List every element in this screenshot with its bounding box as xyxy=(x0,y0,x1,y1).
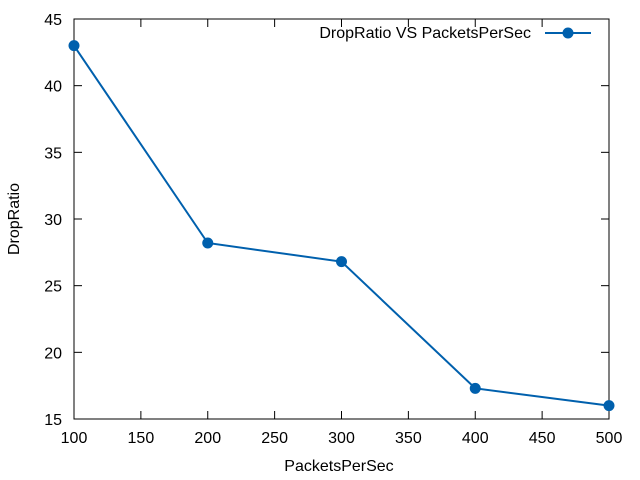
y-tick-label: 35 xyxy=(44,145,62,162)
y-tick-label: 40 xyxy=(44,79,62,96)
x-tick-label: 500 xyxy=(596,430,623,447)
series-line xyxy=(73,45,610,407)
x-axis-label: PacketsPerSec xyxy=(284,458,393,475)
y-tick-label: 25 xyxy=(44,279,62,296)
data-point xyxy=(68,40,80,52)
data-point xyxy=(336,256,347,268)
x-tick-label: 350 xyxy=(395,430,422,447)
legend-label: DropRatio VS PacketsPerSec xyxy=(319,25,531,42)
x-tick-label: 400 xyxy=(462,430,489,447)
x-tick-label: 200 xyxy=(194,430,221,447)
x-tick-label: 250 xyxy=(261,430,288,447)
series-layer xyxy=(68,40,615,412)
data-point xyxy=(202,237,214,249)
y-tick-label: 20 xyxy=(44,345,62,362)
y-tick-label: 15 xyxy=(44,412,62,429)
y-tick-label: 45 xyxy=(44,12,62,29)
data-point xyxy=(603,400,615,412)
axes: 100 150 200 250 300 350 400 450 500 15 20 25 30 35 40 4… xyxy=(44,12,622,447)
y-tick-label: 30 xyxy=(44,212,62,229)
x-tick-label: 100 xyxy=(61,430,88,447)
legend-marker-sample xyxy=(562,27,574,39)
legend: DropRatio VS PacketsPerSec xyxy=(319,25,591,42)
x-tick-label: 150 xyxy=(128,430,155,447)
y-axis-label: DropRatio xyxy=(6,183,23,255)
plot-frame xyxy=(73,18,610,420)
x-tick-label: 450 xyxy=(529,430,556,447)
x-tick-label: 300 xyxy=(328,430,355,447)
data-point xyxy=(469,382,481,394)
